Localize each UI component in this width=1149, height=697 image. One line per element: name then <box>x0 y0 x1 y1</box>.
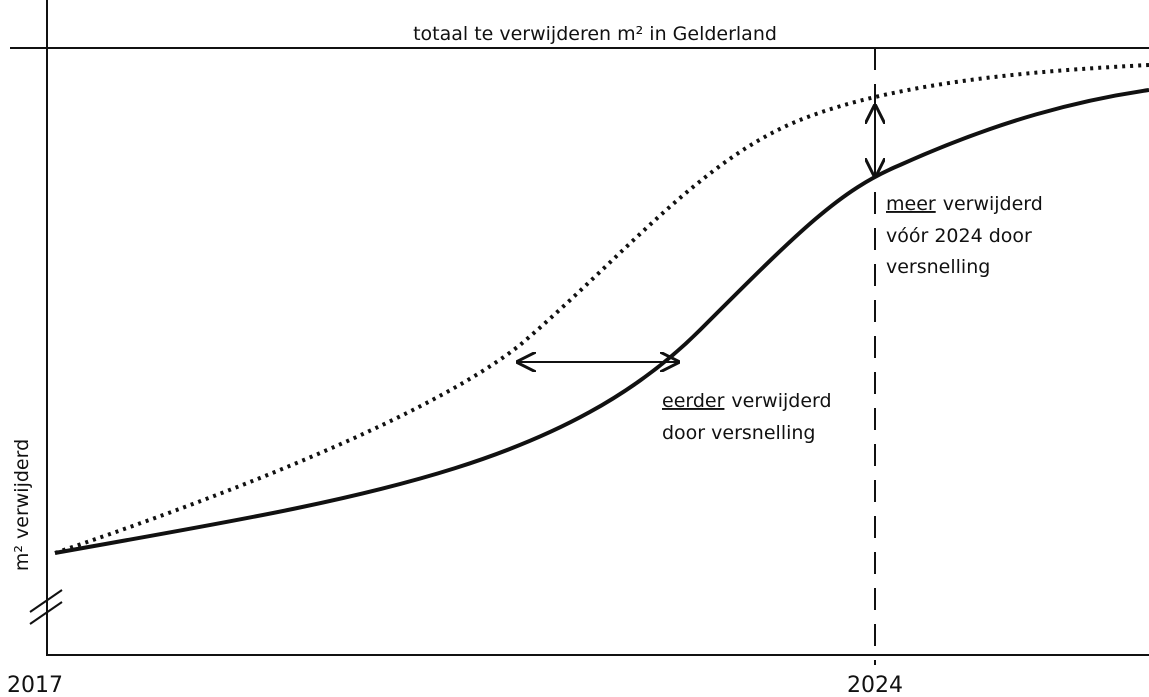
baseline-curve <box>54 88 1149 555</box>
title: totaal te verwijderen m² in Gelderland <box>413 23 777 45</box>
annotation-line: door versnelling <box>662 422 815 444</box>
x-label: 2017 <box>7 673 63 697</box>
annotation-text: verwijderd <box>731 390 831 412</box>
emphasis: eerder <box>662 390 725 412</box>
y-axis-label: m² verwijderd <box>11 439 33 571</box>
annotation-text: verwijderd <box>943 193 1043 215</box>
axis-break <box>29 601 63 625</box>
axis-break <box>29 589 63 613</box>
annotation: eerder verwijderd <box>662 390 832 412</box>
annotation: meer verwijderd <box>886 193 1043 215</box>
annotation-line: versnelling <box>886 256 990 278</box>
x-label: 2024 <box>847 673 903 697</box>
accelerated-curve <box>54 63 1149 555</box>
emphasis: meer <box>886 193 936 215</box>
annotation-line: vóór 2024 door <box>886 225 1032 247</box>
